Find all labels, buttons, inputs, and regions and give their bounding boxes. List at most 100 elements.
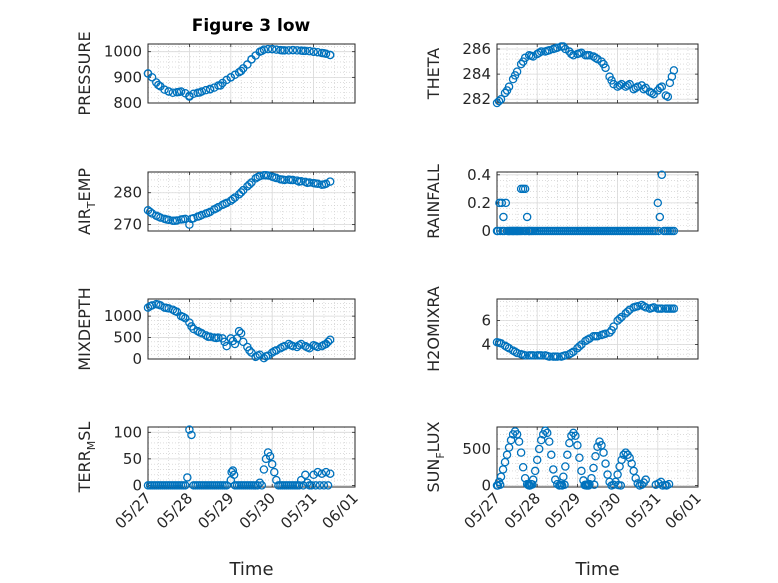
- data-point: [607, 76, 616, 85]
- data-point: [298, 481, 308, 490]
- data-point: [160, 85, 169, 94]
- data-point: [168, 88, 178, 97]
- data-point: [228, 336, 238, 346]
- data-point: [611, 226, 620, 236]
- data-point: [311, 481, 320, 490]
- series-markers: [492, 170, 679, 236]
- figure-title: Figure 3 low: [192, 16, 311, 36]
- data-point: [187, 322, 196, 331]
- data-point: [220, 481, 229, 490]
- data-point: [257, 481, 267, 490]
- data-point: [534, 351, 544, 360]
- y-axis-label: MIXDEPTH: [75, 287, 94, 370]
- data-point: [212, 481, 221, 490]
- data-point: [530, 466, 540, 476]
- data-point: [663, 226, 673, 236]
- y-axis-label-subscript: T: [85, 201, 98, 209]
- data-point: [581, 481, 591, 490]
- data-point: [589, 463, 598, 473]
- data-point: [597, 57, 606, 66]
- data-point: [637, 480, 646, 490]
- data-point: [571, 226, 580, 236]
- data-point: [199, 481, 209, 490]
- data-point: [286, 341, 296, 350]
- x-tick-label: 05/27: [112, 489, 155, 532]
- data-point: [270, 347, 279, 356]
- data-point: [154, 300, 163, 309]
- data-point: [189, 324, 198, 334]
- data-point: [212, 204, 221, 213]
- y-axis-label: H2OMIXRA: [424, 286, 443, 372]
- data-point: [579, 226, 588, 236]
- data-point: [590, 480, 599, 490]
- data-point: [220, 337, 229, 347]
- series-markers: [143, 170, 335, 229]
- data-point: [601, 459, 610, 468]
- data-point: [631, 226, 640, 236]
- data-point: [236, 481, 246, 490]
- data-point: [549, 465, 558, 474]
- axes-theta: 282 284 286 THETA: [424, 40, 699, 108]
- data-point: [615, 226, 624, 236]
- data-point: [663, 92, 673, 101]
- data-point: [494, 338, 504, 348]
- data-point: [547, 226, 556, 236]
- data-point: [559, 472, 568, 482]
- data-point: [284, 46, 294, 55]
- data-point: [313, 467, 322, 477]
- data-point: [657, 170, 667, 180]
- data-point: [584, 481, 593, 490]
- data-point: [631, 83, 640, 93]
- data-point: [575, 453, 584, 462]
- data-point: [573, 441, 582, 450]
- data-point: [623, 81, 632, 90]
- data-point: [249, 481, 258, 490]
- data-point: [534, 226, 544, 236]
- y-axis-label-subscript: M: [85, 441, 98, 451]
- data-point: [514, 437, 524, 446]
- data-point: [278, 175, 287, 184]
- data-point: [518, 462, 528, 472]
- data-point: [278, 46, 287, 55]
- data-point: [599, 330, 608, 339]
- data-point: [315, 481, 325, 490]
- data-point: [323, 481, 333, 490]
- data-point: [516, 448, 526, 457]
- y-tick-label: 100: [113, 423, 142, 441]
- data-point: [520, 473, 530, 483]
- data-point: [543, 46, 552, 56]
- data-point: [534, 48, 544, 58]
- data-point: [493, 226, 503, 236]
- data-point: [543, 351, 552, 361]
- data-point: [251, 174, 260, 183]
- data-point: [591, 331, 600, 341]
- data-point: [229, 470, 239, 480]
- data-point: [593, 442, 602, 452]
- data-point: [296, 339, 306, 349]
- data-point: [185, 91, 194, 101]
- y-axis-label: SUNFLUX: [424, 421, 447, 492]
- data-point: [220, 199, 229, 209]
- x-tick-label: 06/01: [319, 489, 362, 532]
- data-point: [323, 337, 333, 347]
- data-point: [499, 226, 509, 236]
- data-point: [317, 341, 327, 351]
- data-point: [191, 481, 200, 490]
- data-point: [236, 188, 246, 197]
- data-point: [294, 177, 304, 186]
- data-point: [517, 226, 527, 236]
- data-point: [278, 481, 287, 490]
- data-point: [187, 214, 196, 224]
- data-point: [226, 334, 236, 343]
- data-point: [575, 226, 584, 236]
- data-point: [543, 428, 552, 438]
- data-point: [661, 91, 671, 100]
- axes-box: [496, 43, 699, 104]
- data-point: [243, 60, 252, 69]
- x-axis-label: Time: [228, 559, 273, 580]
- series-markers: [143, 299, 335, 363]
- data-point: [567, 49, 576, 59]
- y-tick-label: 286: [462, 40, 491, 58]
- data-point: [510, 71, 520, 80]
